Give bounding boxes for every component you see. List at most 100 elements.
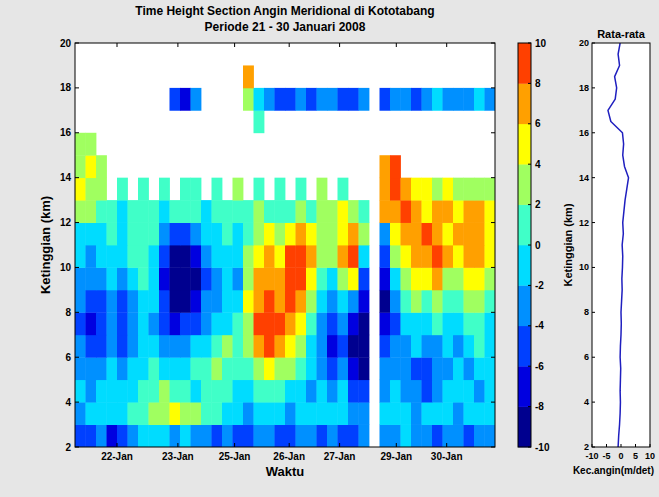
heatmap-cell [327, 312, 338, 335]
heatmap-cell [138, 267, 149, 290]
heatmap-cell [401, 223, 412, 246]
heatmap-cell [222, 380, 233, 403]
heatmap-cell [359, 200, 370, 223]
x-tick [289, 43, 290, 47]
heatmap-cell [348, 88, 359, 111]
y-tick [491, 132, 495, 133]
heatmap-cell [275, 245, 286, 268]
heatmap-cell [75, 290, 86, 313]
subtitle: Periode 21 - 30 Januari 2008 [205, 20, 366, 34]
heatmap-cell [75, 178, 86, 201]
heatmap-cell [464, 357, 475, 380]
heatmap-cell [275, 267, 286, 290]
heatmap-cell [296, 335, 307, 358]
heatmap-cell [128, 200, 139, 223]
heatmap-cell [222, 425, 233, 447]
heatmap-cell [212, 357, 223, 380]
heatmap-cell [275, 200, 286, 223]
heatmap-cell [191, 267, 202, 290]
heatmap-cell [380, 200, 391, 223]
heatmap-cell [296, 245, 307, 268]
y-tick [491, 222, 495, 223]
heatmap-cell [306, 223, 317, 246]
heatmap-cell [128, 267, 139, 290]
heatmap-cell [285, 312, 296, 335]
heatmap-cell [443, 178, 454, 201]
heatmap-cell [401, 380, 412, 403]
heatmap-cell [432, 200, 443, 223]
heatmap-cell [422, 335, 433, 358]
heatmap-cell [306, 425, 317, 447]
heatmap-cell [317, 245, 328, 268]
heatmap-cell [327, 402, 338, 425]
plot-frame [592, 43, 650, 447]
heatmap-cell [411, 312, 422, 335]
heatmap-cell [117, 402, 128, 425]
heatmap-cell [191, 223, 202, 246]
profile-lines [608, 43, 629, 447]
heatmap-cell [390, 88, 401, 111]
heatmap-cell [128, 402, 139, 425]
heatmap-cell [327, 245, 338, 268]
colorbar-tick [528, 83, 531, 84]
heatmap-cell [359, 402, 370, 425]
x-tick [606, 444, 607, 447]
heatmap-cell [401, 267, 412, 290]
x-tick-label: 27-Jan [324, 451, 356, 462]
heatmap-cell [275, 312, 286, 335]
heatmap-cell [75, 223, 86, 246]
x-tick-label: 10 [645, 451, 655, 461]
colorbar-tick-label: -10 [535, 442, 550, 453]
heatmap-cell [348, 357, 359, 380]
y-tick [491, 177, 495, 178]
heatmap-cell [359, 245, 370, 268]
colorbar-tick-label: 0 [535, 240, 541, 251]
heatmap-cell [327, 88, 338, 111]
y-tick-label: 16 [60, 127, 72, 138]
heatmap-cell [117, 290, 128, 313]
y-tick-label: 6 [584, 352, 589, 362]
heatmap-cell [401, 335, 412, 358]
heatmap-cell [317, 267, 328, 290]
heatmap-cell [453, 402, 464, 425]
heatmap-cell [474, 312, 485, 335]
heatmap-cell [464, 245, 475, 268]
heatmap-cell [75, 133, 86, 156]
heatmap-cell [96, 223, 107, 246]
heatmap-cell [390, 335, 401, 358]
heatmap-cell [453, 178, 464, 201]
heatmap-cell [338, 290, 349, 313]
heatmap-cell [75, 357, 86, 380]
heatmap-cell [86, 425, 97, 447]
heatmap-cell [464, 223, 475, 246]
heatmap-cell [285, 402, 296, 425]
heatmap-cell [411, 200, 422, 223]
heatmap-cell [453, 335, 464, 358]
y-tick [592, 267, 595, 268]
heatmap-cell [254, 88, 265, 111]
x-tick-label: 30-Jan [431, 451, 463, 462]
heatmap-cell [359, 357, 370, 380]
heatmap-cell [222, 357, 233, 380]
heatmap-cell [464, 267, 475, 290]
heatmap-cell [390, 312, 401, 335]
y-tick-label: 12 [60, 217, 72, 228]
heatmap-cell [159, 178, 170, 201]
x-tick [117, 443, 118, 447]
heatmap-cell [201, 357, 212, 380]
y-tick [75, 402, 79, 403]
heatmap-cell [254, 380, 265, 403]
heatmap-cell [317, 402, 328, 425]
heatmap-cell [275, 425, 286, 447]
heatmap-cell [380, 335, 391, 358]
heatmap-cell [285, 425, 296, 447]
y-tick [491, 357, 495, 358]
colorbar-tick [528, 447, 531, 448]
heatmap-cell [474, 380, 485, 403]
heatmap-cell [233, 402, 244, 425]
y-tick [491, 267, 495, 268]
heatmap-cell [117, 357, 128, 380]
heatmap-cell [380, 178, 391, 201]
heatmap-cell [422, 178, 433, 201]
colorbar-segment [518, 205, 531, 246]
